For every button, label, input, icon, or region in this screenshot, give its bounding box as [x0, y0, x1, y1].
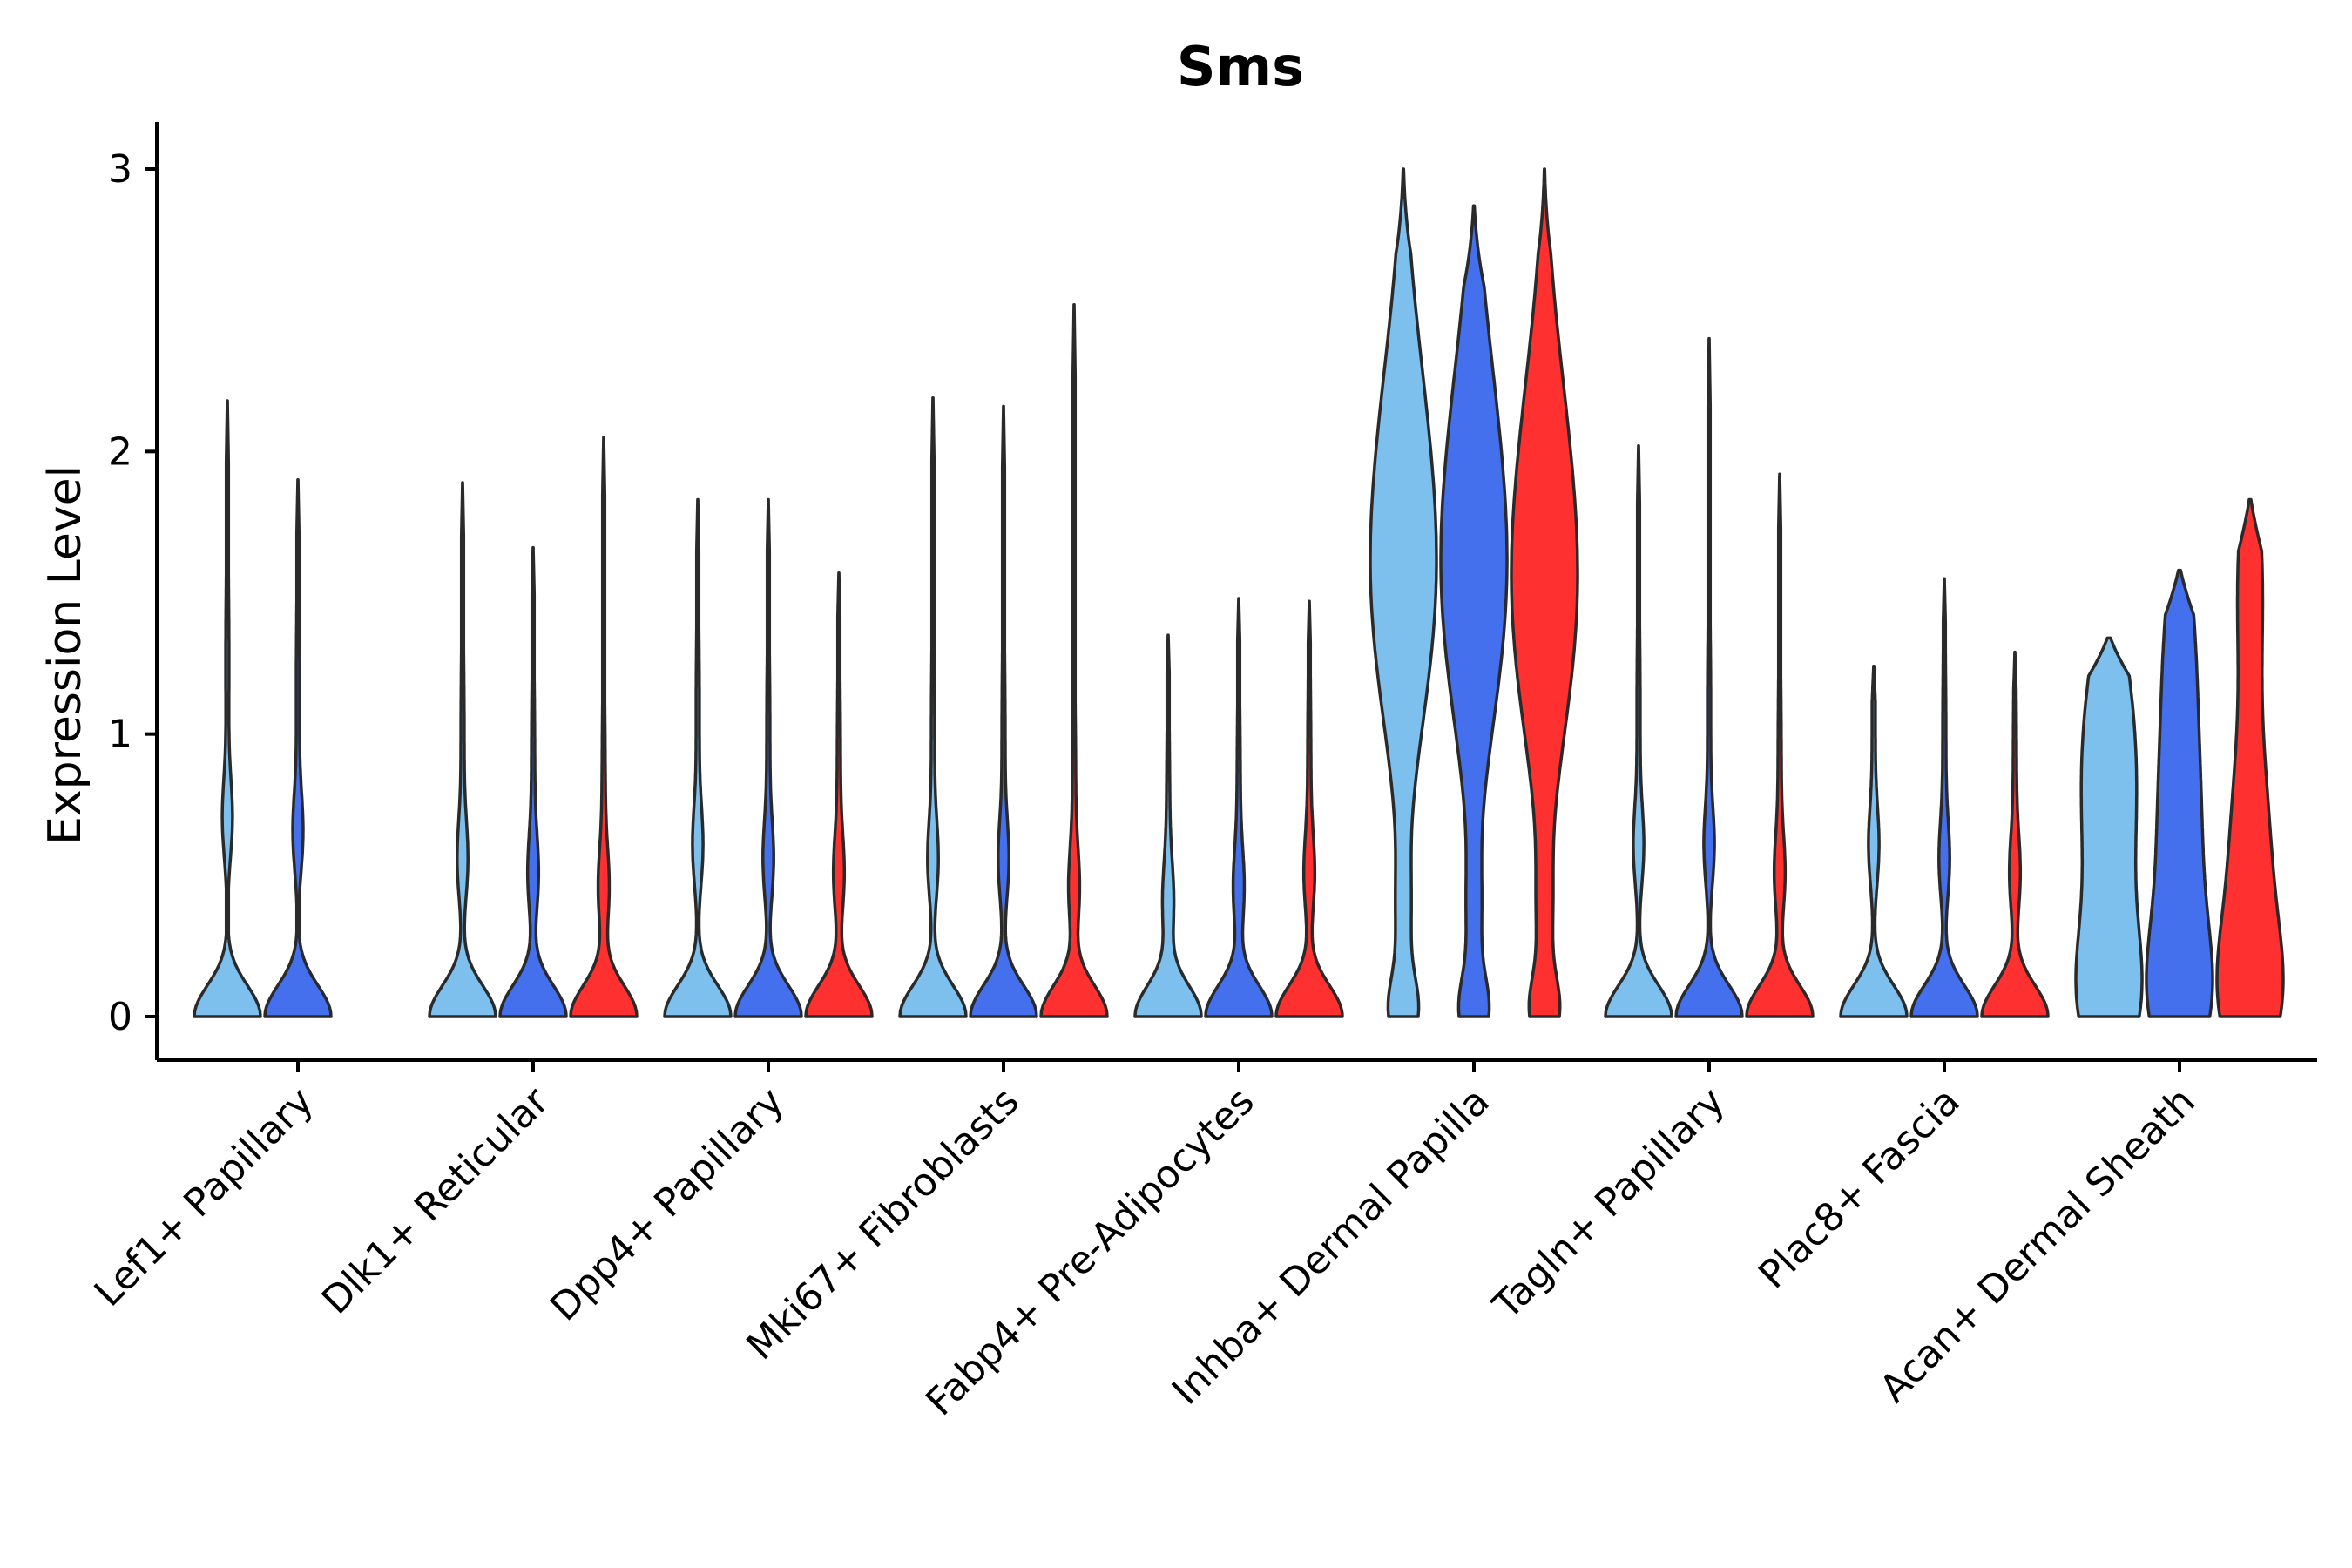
x-tick-label: Plac8+ Fascia	[1750, 1079, 1969, 1298]
x-tick-label: Tagln+ Papillary	[1484, 1079, 1734, 1328]
violin-5-group-1	[1369, 167, 1438, 1018]
violin-7-group-1	[1839, 665, 1909, 1018]
violin-5-group-3	[1510, 167, 1579, 1018]
y-tick-label: 2	[108, 429, 132, 474]
violin-8-group-1	[2074, 636, 2144, 1018]
y-axis-label: Expression Level	[39, 465, 91, 845]
violin-2-group-2	[733, 497, 803, 1018]
violin-8-group-3	[2215, 497, 2285, 1018]
x-tick-label: Dpp4+ Papillary	[542, 1079, 793, 1330]
y-tick-label: 3	[108, 147, 132, 192]
y-tick-label: 1	[108, 713, 132, 757]
violin-2-group-1	[663, 497, 733, 1018]
violin-0-group-2	[263, 478, 333, 1018]
violin-1-group-3	[569, 436, 639, 1018]
violin-5-group-2	[1439, 204, 1509, 1018]
violin-6-group-3	[1745, 472, 1815, 1018]
x-tick-label: Dlk1+ Reticular	[314, 1078, 558, 1323]
violin-4-group-1	[1133, 633, 1203, 1018]
violin-6-group-2	[1674, 336, 1744, 1018]
violin-7-group-3	[1980, 650, 2050, 1018]
violin-6-group-1	[1604, 444, 1673, 1018]
violin-layer	[193, 167, 2285, 1018]
violin-1-group-2	[498, 545, 568, 1018]
violin-3-group-2	[969, 404, 1038, 1018]
violin-8-group-2	[2145, 568, 2214, 1018]
violin-0-group-1	[193, 399, 262, 1018]
violin-3-group-1	[898, 395, 968, 1018]
x-tick-label: Lef1+ Papillary	[86, 1079, 322, 1315]
violin-4-group-2	[1204, 597, 1274, 1018]
violin-3-group-3	[1039, 302, 1109, 1018]
violin-4-group-3	[1274, 599, 1344, 1018]
chart-title: Sms	[1177, 35, 1304, 98]
violin-2-group-3	[804, 571, 874, 1018]
y-tick-label: 0	[108, 995, 132, 1039]
axes	[145, 122, 2317, 1072]
violin-7-group-2	[1909, 577, 1979, 1018]
violin-1-group-1	[428, 481, 497, 1018]
